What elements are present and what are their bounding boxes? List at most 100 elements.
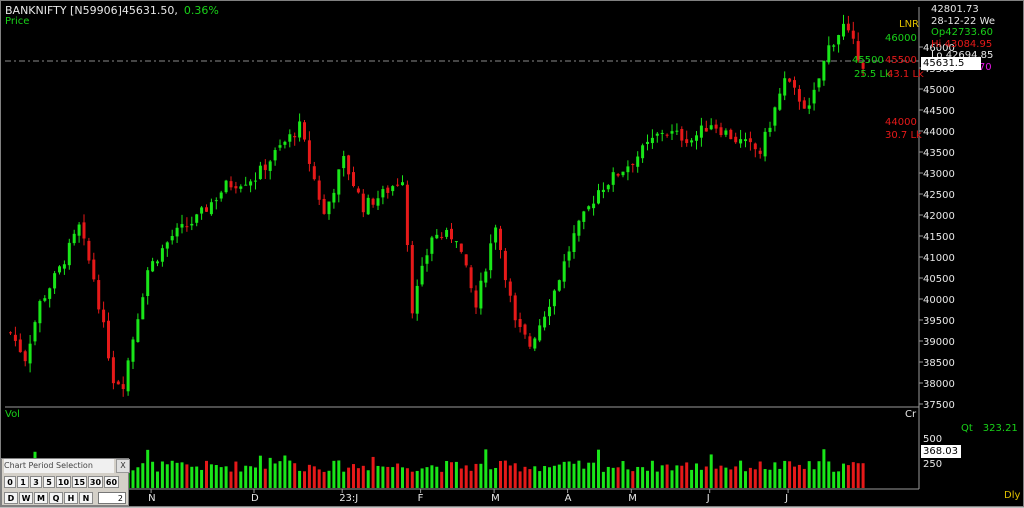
candle — [797, 85, 801, 110]
candle — [626, 160, 630, 181]
minute-button-1[interactable]: 1 — [17, 476, 29, 488]
period-panel-close-button[interactable]: X — [116, 459, 130, 473]
volume-bar — [234, 461, 238, 488]
volume-bar — [479, 463, 483, 488]
volume-bar — [268, 457, 272, 488]
candle — [307, 131, 311, 172]
volume-bar — [151, 461, 155, 488]
candle — [288, 129, 292, 148]
candle — [655, 131, 659, 143]
candle — [601, 182, 605, 199]
minute-button-60[interactable]: 60 — [104, 476, 119, 488]
volume-bar — [185, 464, 189, 488]
candle — [611, 167, 615, 192]
volume-bar — [562, 461, 566, 488]
quantity-readout: Qt 323.21 — [961, 423, 1024, 434]
candle — [165, 241, 169, 257]
candle — [131, 336, 135, 370]
info-date: 28-12-22 We — [931, 15, 996, 27]
volume-bar — [680, 465, 684, 488]
minute-button-3[interactable]: 3 — [30, 476, 42, 488]
volume-bar — [401, 467, 404, 488]
volume-bar — [165, 464, 169, 488]
info-last: 42801.73 — [931, 4, 979, 15]
volume-bar — [376, 465, 380, 488]
candle — [190, 216, 194, 231]
candle — [851, 21, 855, 45]
candle — [837, 34, 841, 53]
candle — [650, 129, 654, 149]
minute-button-15[interactable]: 15 — [72, 476, 87, 488]
candle — [102, 301, 106, 328]
price-tick-label: 39000 — [923, 337, 955, 348]
candle — [28, 335, 32, 373]
period-button-h[interactable]: H — [64, 492, 78, 504]
level-label: 45500 — [852, 55, 884, 66]
volume-bar — [508, 465, 512, 488]
candle — [116, 379, 120, 385]
period-button-n[interactable]: N — [79, 492, 93, 504]
candle — [136, 313, 140, 343]
volume-bar — [361, 465, 365, 488]
volume-bar — [763, 469, 767, 488]
period-button-d[interactable]: D — [4, 492, 18, 504]
volume-bar — [739, 460, 743, 488]
volume-bar — [601, 471, 605, 488]
candle — [572, 225, 576, 259]
candle — [293, 132, 297, 146]
date-tick-label: F — [418, 493, 424, 504]
period-button-m[interactable]: M — [34, 492, 48, 504]
period-button-w[interactable]: W — [19, 492, 33, 504]
volume-bar — [356, 468, 360, 488]
volume-bar — [170, 460, 174, 488]
period-button-q[interactable]: Q — [49, 492, 63, 504]
volume-bar — [366, 470, 370, 488]
volume-bar — [851, 462, 855, 488]
volume-bar — [567, 461, 571, 488]
volume-bar — [141, 463, 145, 488]
minute-button-5[interactable]: 5 — [43, 476, 55, 488]
candle — [82, 214, 86, 246]
candle — [175, 223, 179, 243]
date-tick-label: D — [251, 493, 259, 504]
candle — [856, 32, 860, 63]
volume-bar — [592, 462, 596, 488]
minute-button-10[interactable]: 10 — [56, 476, 71, 488]
price-axis: 4600045500450004450044000435004300042500… — [919, 43, 955, 411]
volume-bar — [312, 466, 316, 488]
candle — [156, 259, 159, 267]
candle — [405, 180, 409, 252]
volume-bar — [219, 467, 223, 488]
candle — [185, 217, 189, 232]
minute-button-30[interactable]: 30 — [88, 476, 103, 488]
price-tick-label: 43500 — [923, 148, 955, 159]
candle — [680, 126, 684, 148]
interval-input[interactable] — [98, 492, 126, 504]
candle — [53, 270, 57, 294]
candle — [347, 154, 351, 181]
volume-bar — [469, 470, 473, 488]
candle — [43, 295, 47, 303]
candle — [479, 272, 483, 315]
candle — [861, 61, 865, 76]
volume-bar — [224, 466, 228, 488]
candle — [533, 336, 537, 352]
period-panel-title: Chart Period Selection — [4, 459, 114, 473]
level-label: 43.1 Lk — [887, 69, 924, 80]
volume-bar — [209, 464, 213, 488]
candle — [685, 130, 689, 147]
candle — [234, 181, 238, 194]
candle — [244, 176, 248, 186]
candle — [435, 229, 439, 240]
volume-bar — [180, 462, 184, 488]
volume-bar — [817, 461, 821, 488]
candle — [773, 106, 777, 132]
candlestick-series — [9, 14, 865, 397]
volume-bar — [758, 461, 762, 488]
minute-button-0[interactable]: 0 — [4, 476, 16, 488]
volume-bar — [655, 471, 659, 488]
volume-bar — [347, 467, 351, 488]
volume-bar — [533, 466, 537, 488]
